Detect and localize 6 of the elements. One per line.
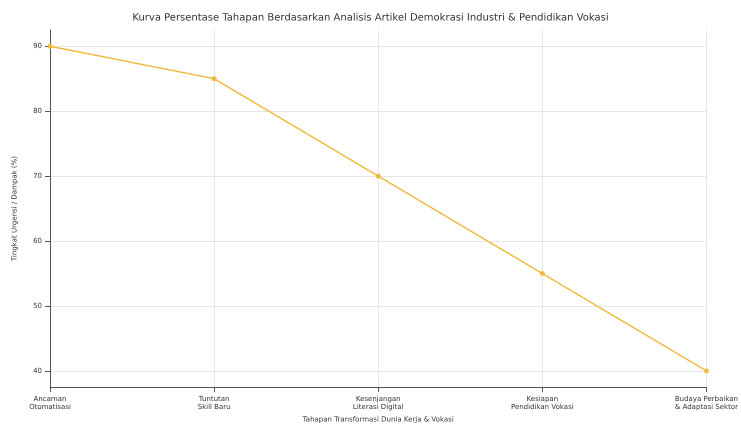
point <box>540 270 545 276</box>
point <box>212 76 217 82</box>
point <box>376 174 381 179</box>
point <box>48 44 52 49</box>
chart-title: Kurva Persentase Tahapan Berdasarkan Analisis Artikel Demokrasi Industri & Pendidikan Vokasi <box>132 12 609 24</box>
point <box>704 368 709 374</box>
